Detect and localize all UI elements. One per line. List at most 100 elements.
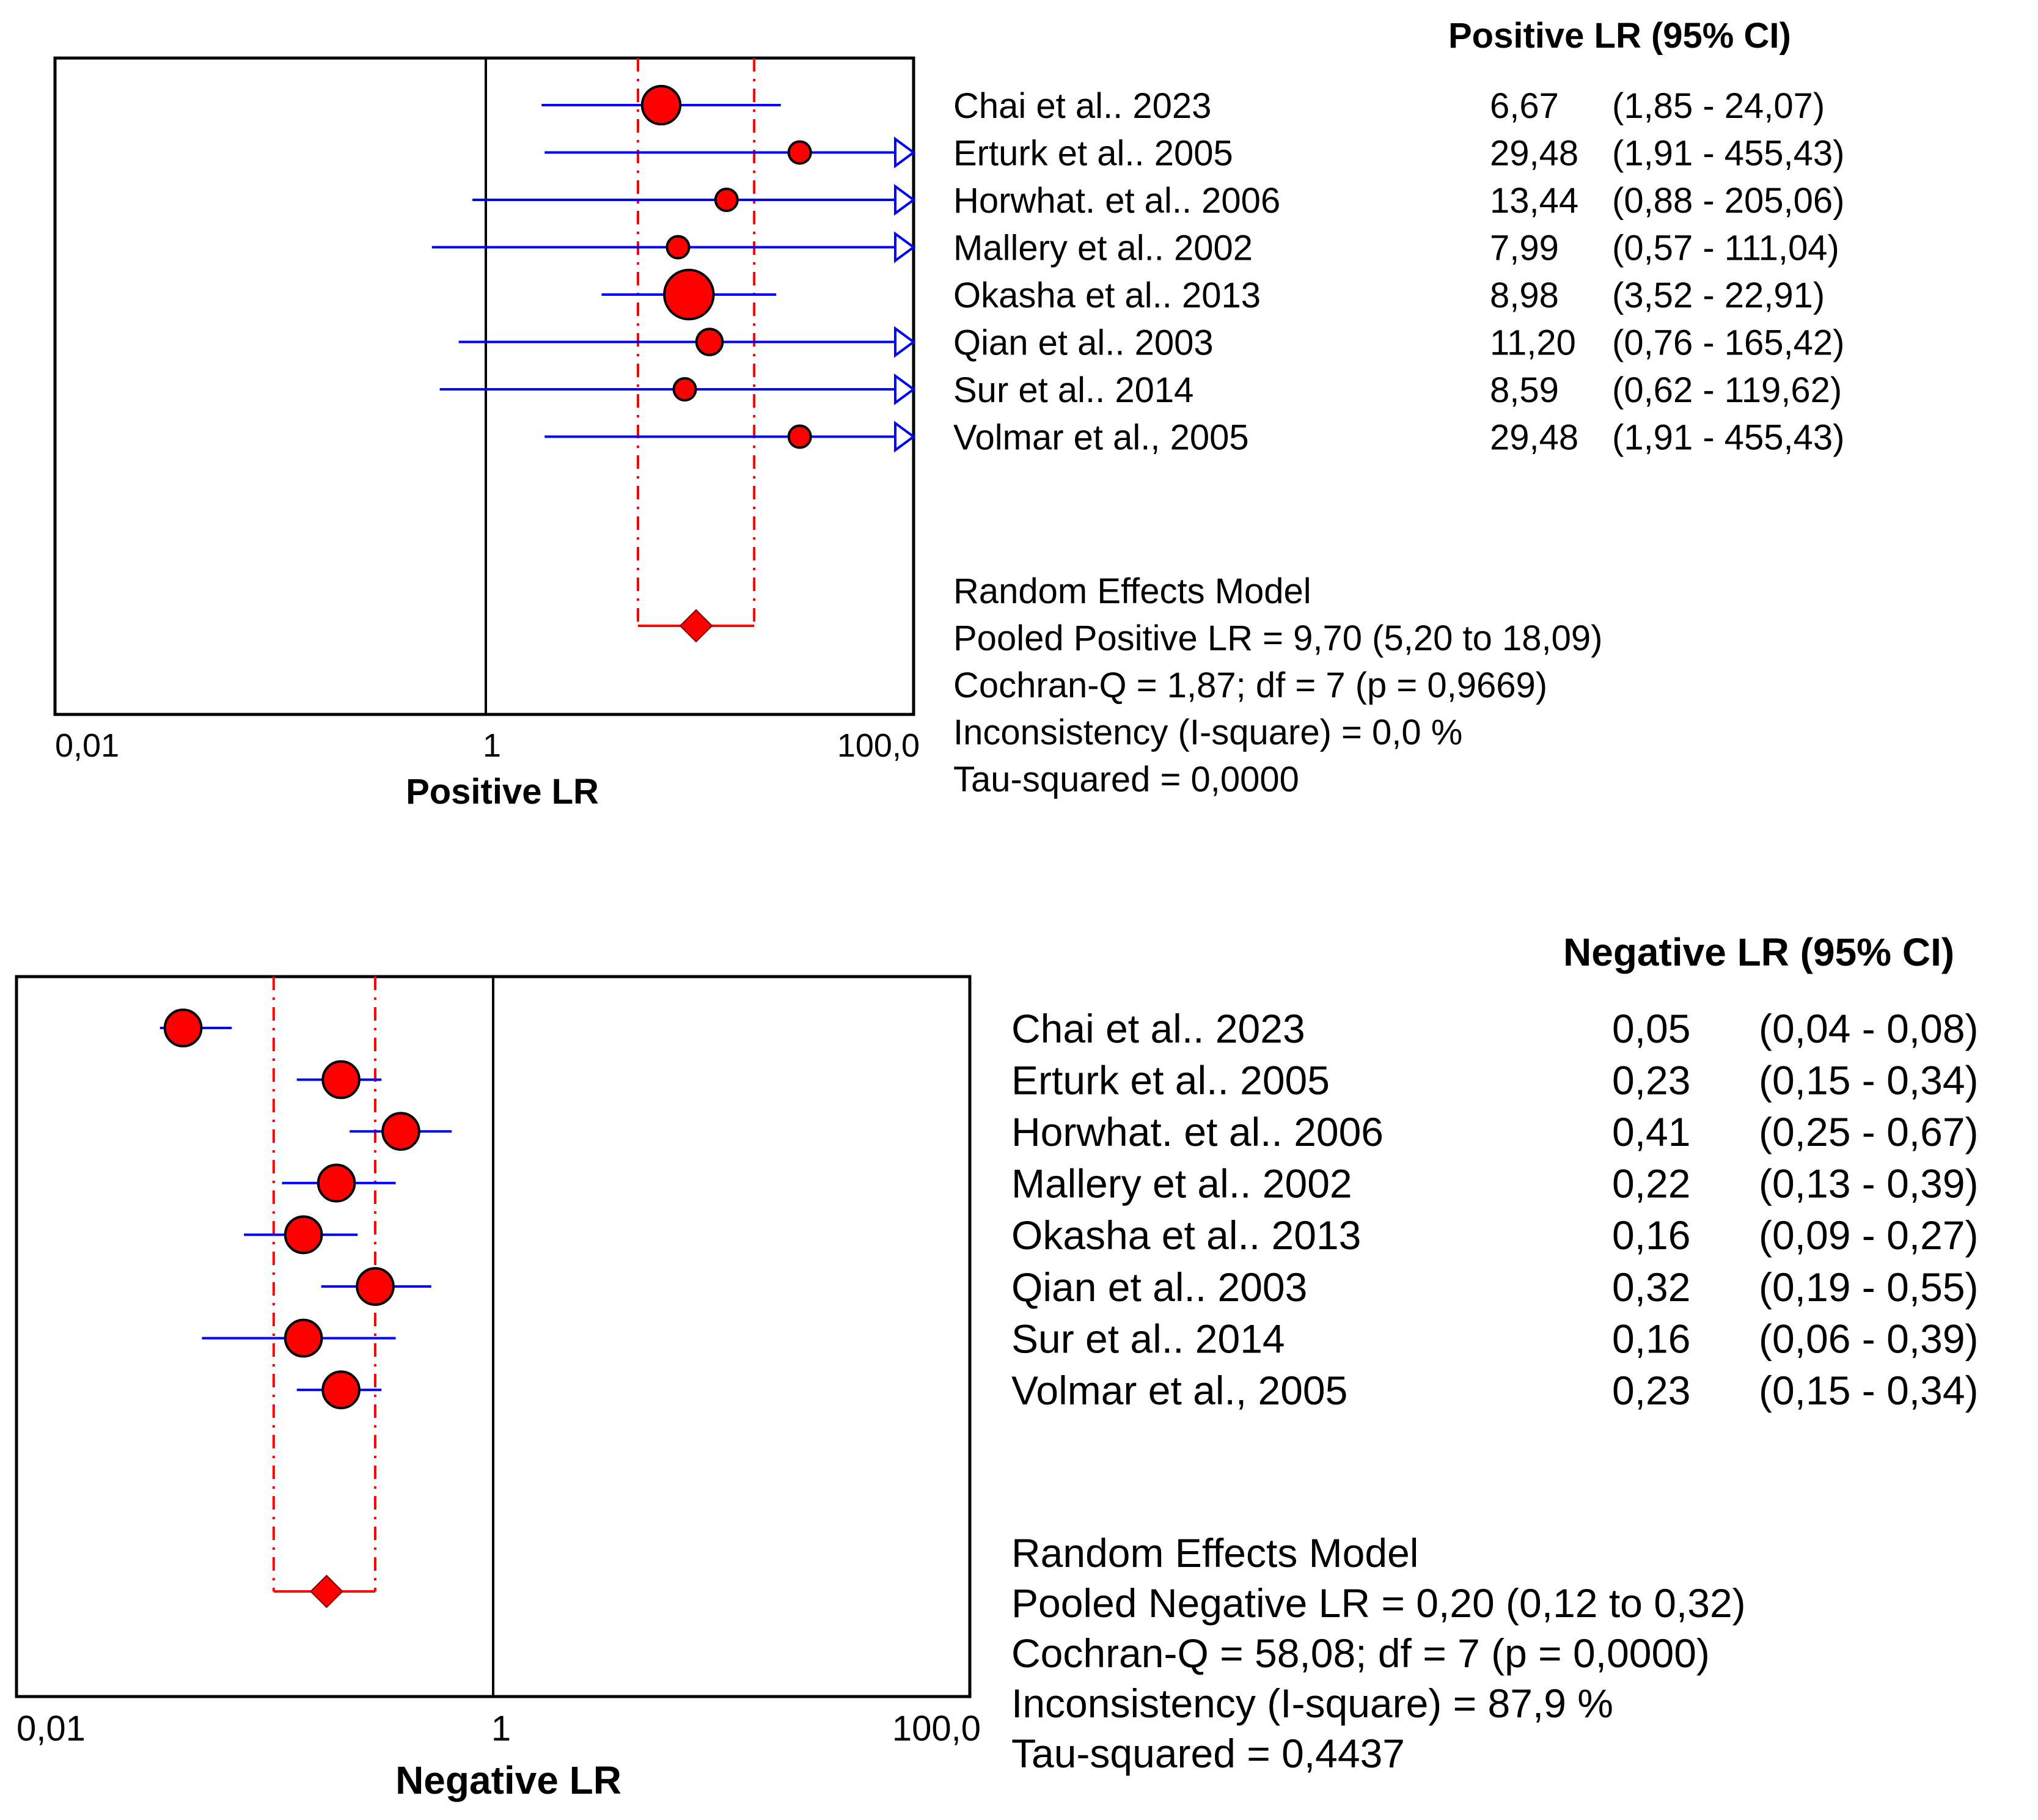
positive-lr-study-ci-arrow bbox=[894, 373, 916, 405]
negative-lr-study-name: Okasha et al.. 2013 bbox=[1011, 1213, 1361, 1258]
positive-lr-study-point bbox=[787, 140, 812, 165]
negative-lr-study-point bbox=[284, 1318, 323, 1358]
positive-lr-study-ci-arrow bbox=[894, 184, 916, 216]
negative-lr-study-estimate: 0,22 bbox=[1612, 1161, 1690, 1206]
positive-lr-study-ci: (0,57 - 111,04) bbox=[1612, 228, 1839, 268]
positive-lr-x-axis-label: Positive LR bbox=[406, 772, 599, 812]
negative-lr-table-title: Negative LR (95% CI) bbox=[1563, 930, 1954, 974]
negative-lr-summary-line: Pooled Negative LR = 0,20 (0,12 to 0,32) bbox=[1011, 1580, 1746, 1626]
positive-lr-study-ci: (1,91 - 455,43) bbox=[1612, 133, 1844, 173]
negative-lr-tick-label: 1 bbox=[491, 1709, 511, 1748]
negative-lr-study-point bbox=[381, 1112, 420, 1151]
positive-lr-study-point bbox=[695, 328, 724, 356]
positive-lr-study-estimate: 13,44 bbox=[1490, 181, 1578, 221]
positive-lr-summary: Random Effects Model Pooled Positive LR =… bbox=[953, 571, 1602, 799]
negative-lr-study-name: Volmar et al., 2005 bbox=[1011, 1368, 1347, 1413]
positive-lr-study-estimate: 29,48 bbox=[1490, 417, 1578, 457]
negative-lr-study-ci: (0,25 - 0,67) bbox=[1759, 1109, 1979, 1154]
positive-lr-study-table: Chai et al.. 2023 6,67 (1,85 - 24,07) Ertur… bbox=[953, 86, 1844, 458]
negative-lr-study-ci: (0,04 - 0,08) bbox=[1759, 1006, 1979, 1051]
positive-lr-study-point bbox=[640, 84, 682, 126]
positive-lr-study-point bbox=[665, 235, 691, 260]
negative-lr-summary-line: Cochran-Q = 58,08; df = 7 (p = 0,0000) bbox=[1011, 1631, 1710, 1676]
positive-lr-study-ci-arrow bbox=[894, 136, 916, 169]
positive-lr-study-ci-arrow bbox=[894, 420, 916, 453]
positive-lr-summary-line: Tau-squared = 0,0000 bbox=[953, 760, 1299, 799]
positive-lr-panel: 0,01 1 100,0 Positive LR Positive LR (95… bbox=[53, 16, 1844, 812]
negative-lr-study-ci: (0,15 - 0,34) bbox=[1759, 1057, 1979, 1103]
negative-lr-summary-line: Tau-squared = 0,4437 bbox=[1011, 1731, 1405, 1776]
positive-lr-study-point bbox=[714, 188, 739, 212]
positive-lr-study-ci-arrow bbox=[894, 326, 916, 358]
negative-lr-study-point bbox=[284, 1215, 323, 1255]
positive-lr-study-estimate: 8,59 bbox=[1490, 370, 1559, 410]
negative-lr-study-estimate: 0,05 bbox=[1612, 1006, 1690, 1051]
negative-lr-study-ci: (0,09 - 0,27) bbox=[1759, 1213, 1979, 1258]
positive-lr-study-estimate: 6,67 bbox=[1490, 86, 1559, 126]
negative-lr-study-estimate: 0,32 bbox=[1612, 1264, 1690, 1310]
negative-lr-study-name: Mallery et al.. 2002 bbox=[1011, 1161, 1352, 1206]
positive-lr-study-name: Okasha et al.. 2013 bbox=[953, 276, 1261, 315]
positive-lr-study-name: Sur et al.. 2014 bbox=[953, 370, 1193, 410]
positive-lr-summary-line: Pooled Positive LR = 9,70 (5,20 to 18,09… bbox=[953, 618, 1602, 658]
negative-lr-study-estimate: 0,41 bbox=[1612, 1109, 1690, 1154]
negative-lr-study-name: Chai et al.. 2023 bbox=[1011, 1006, 1305, 1051]
positive-lr-study-name: Chai et al.. 2023 bbox=[953, 86, 1211, 126]
positive-lr-summary-line: Inconsistency (I-square) = 0,0 % bbox=[953, 713, 1462, 752]
negative-lr-study-point bbox=[163, 1008, 203, 1048]
negative-lr-study-point bbox=[321, 1370, 361, 1409]
negative-lr-tick-label: 100,0 bbox=[892, 1709, 981, 1748]
negative-lr-study-name: Erturk et al.. 2005 bbox=[1011, 1057, 1330, 1103]
positive-lr-study-point bbox=[663, 268, 715, 321]
negative-lr-study-ci: (0,06 - 0,39) bbox=[1759, 1316, 1979, 1361]
negative-lr-panel: 0,01 1 100,0 Negative LR Negative LR (95… bbox=[15, 930, 1979, 1802]
positive-lr-tick-label: 100,0 bbox=[837, 727, 920, 764]
positive-lr-study-estimate: 11,20 bbox=[1490, 323, 1576, 362]
positive-lr-study-ci: (1,85 - 24,07) bbox=[1612, 86, 1825, 126]
positive-lr-study-estimate: 8,98 bbox=[1490, 276, 1559, 315]
positive-lr-study-ci: (0,88 - 205,06) bbox=[1612, 181, 1844, 221]
negative-lr-study-point bbox=[356, 1267, 395, 1306]
negative-lr-study-estimate: 0,16 bbox=[1612, 1213, 1690, 1258]
positive-lr-pooled-diamond bbox=[679, 609, 713, 643]
positive-lr-summary-line: Cochran-Q = 1,87; df = 7 (p = 0,9669) bbox=[953, 666, 1547, 705]
negative-lr-marks bbox=[159, 977, 452, 1609]
positive-lr-study-point bbox=[787, 424, 812, 449]
negative-lr-study-table: Chai et al.. 2023 0,05 (0,04 - 0,08) Erturk… bbox=[1011, 1006, 1979, 1413]
positive-lr-study-ci: (0,76 - 165,42) bbox=[1612, 323, 1844, 362]
positive-lr-study-estimate: 7,99 bbox=[1490, 228, 1559, 268]
negative-lr-summary-line: Inconsistency (I-square) = 87,9 % bbox=[1011, 1681, 1613, 1726]
positive-lr-tick-label: 0,01 bbox=[55, 727, 119, 764]
negative-lr-study-ci: (0,19 - 0,55) bbox=[1759, 1264, 1979, 1310]
negative-lr-study-point bbox=[317, 1164, 356, 1203]
positive-lr-table-title: Positive LR (95% CI) bbox=[1448, 16, 1791, 56]
negative-lr-study-estimate: 0,16 bbox=[1612, 1316, 1690, 1361]
negative-lr-summary-line: Random Effects Model bbox=[1011, 1530, 1418, 1576]
positive-lr-study-name: Horwhat. et al.. 2006 bbox=[953, 181, 1280, 221]
negative-lr-x-axis-label: Negative LR bbox=[395, 1758, 621, 1802]
positive-lr-plot-frame bbox=[53, 56, 915, 716]
positive-lr-study-ci: (0,62 - 119,62) bbox=[1612, 370, 1842, 410]
positive-lr-study-ci: (3,52 - 22,91) bbox=[1612, 276, 1825, 315]
negative-lr-study-estimate: 0,23 bbox=[1612, 1368, 1690, 1413]
positive-lr-tick-label: 1 bbox=[483, 727, 501, 764]
negative-lr-study-name: Qian et al.. 2003 bbox=[1011, 1264, 1307, 1310]
positive-lr-marks bbox=[431, 58, 916, 643]
negative-lr-study-name: Sur et al.. 2014 bbox=[1011, 1316, 1285, 1361]
positive-lr-study-ci: (1,91 - 455,43) bbox=[1612, 417, 1844, 457]
positive-lr-study-name: Qian et al.. 2003 bbox=[953, 323, 1214, 362]
positive-lr-study-point bbox=[672, 377, 697, 402]
negative-lr-study-estimate: 0,23 bbox=[1612, 1057, 1690, 1103]
positive-lr-summary-line: Random Effects Model bbox=[953, 571, 1311, 611]
positive-lr-study-name: Volmar et al., 2005 bbox=[953, 417, 1249, 457]
positive-lr-study-estimate: 29,48 bbox=[1490, 133, 1578, 173]
positive-lr-study-name: Erturk et al.. 2005 bbox=[953, 133, 1233, 173]
negative-lr-study-ci: (0,15 - 0,34) bbox=[1759, 1368, 1979, 1413]
negative-lr-pooled-diamond bbox=[309, 1574, 343, 1609]
positive-lr-study-name: Mallery et al.. 2002 bbox=[953, 228, 1253, 268]
negative-lr-study-ci: (0,13 - 0,39) bbox=[1759, 1161, 1979, 1206]
negative-lr-study-name: Horwhat. et al.. 2006 bbox=[1011, 1109, 1384, 1154]
negative-lr-study-point bbox=[321, 1060, 361, 1099]
